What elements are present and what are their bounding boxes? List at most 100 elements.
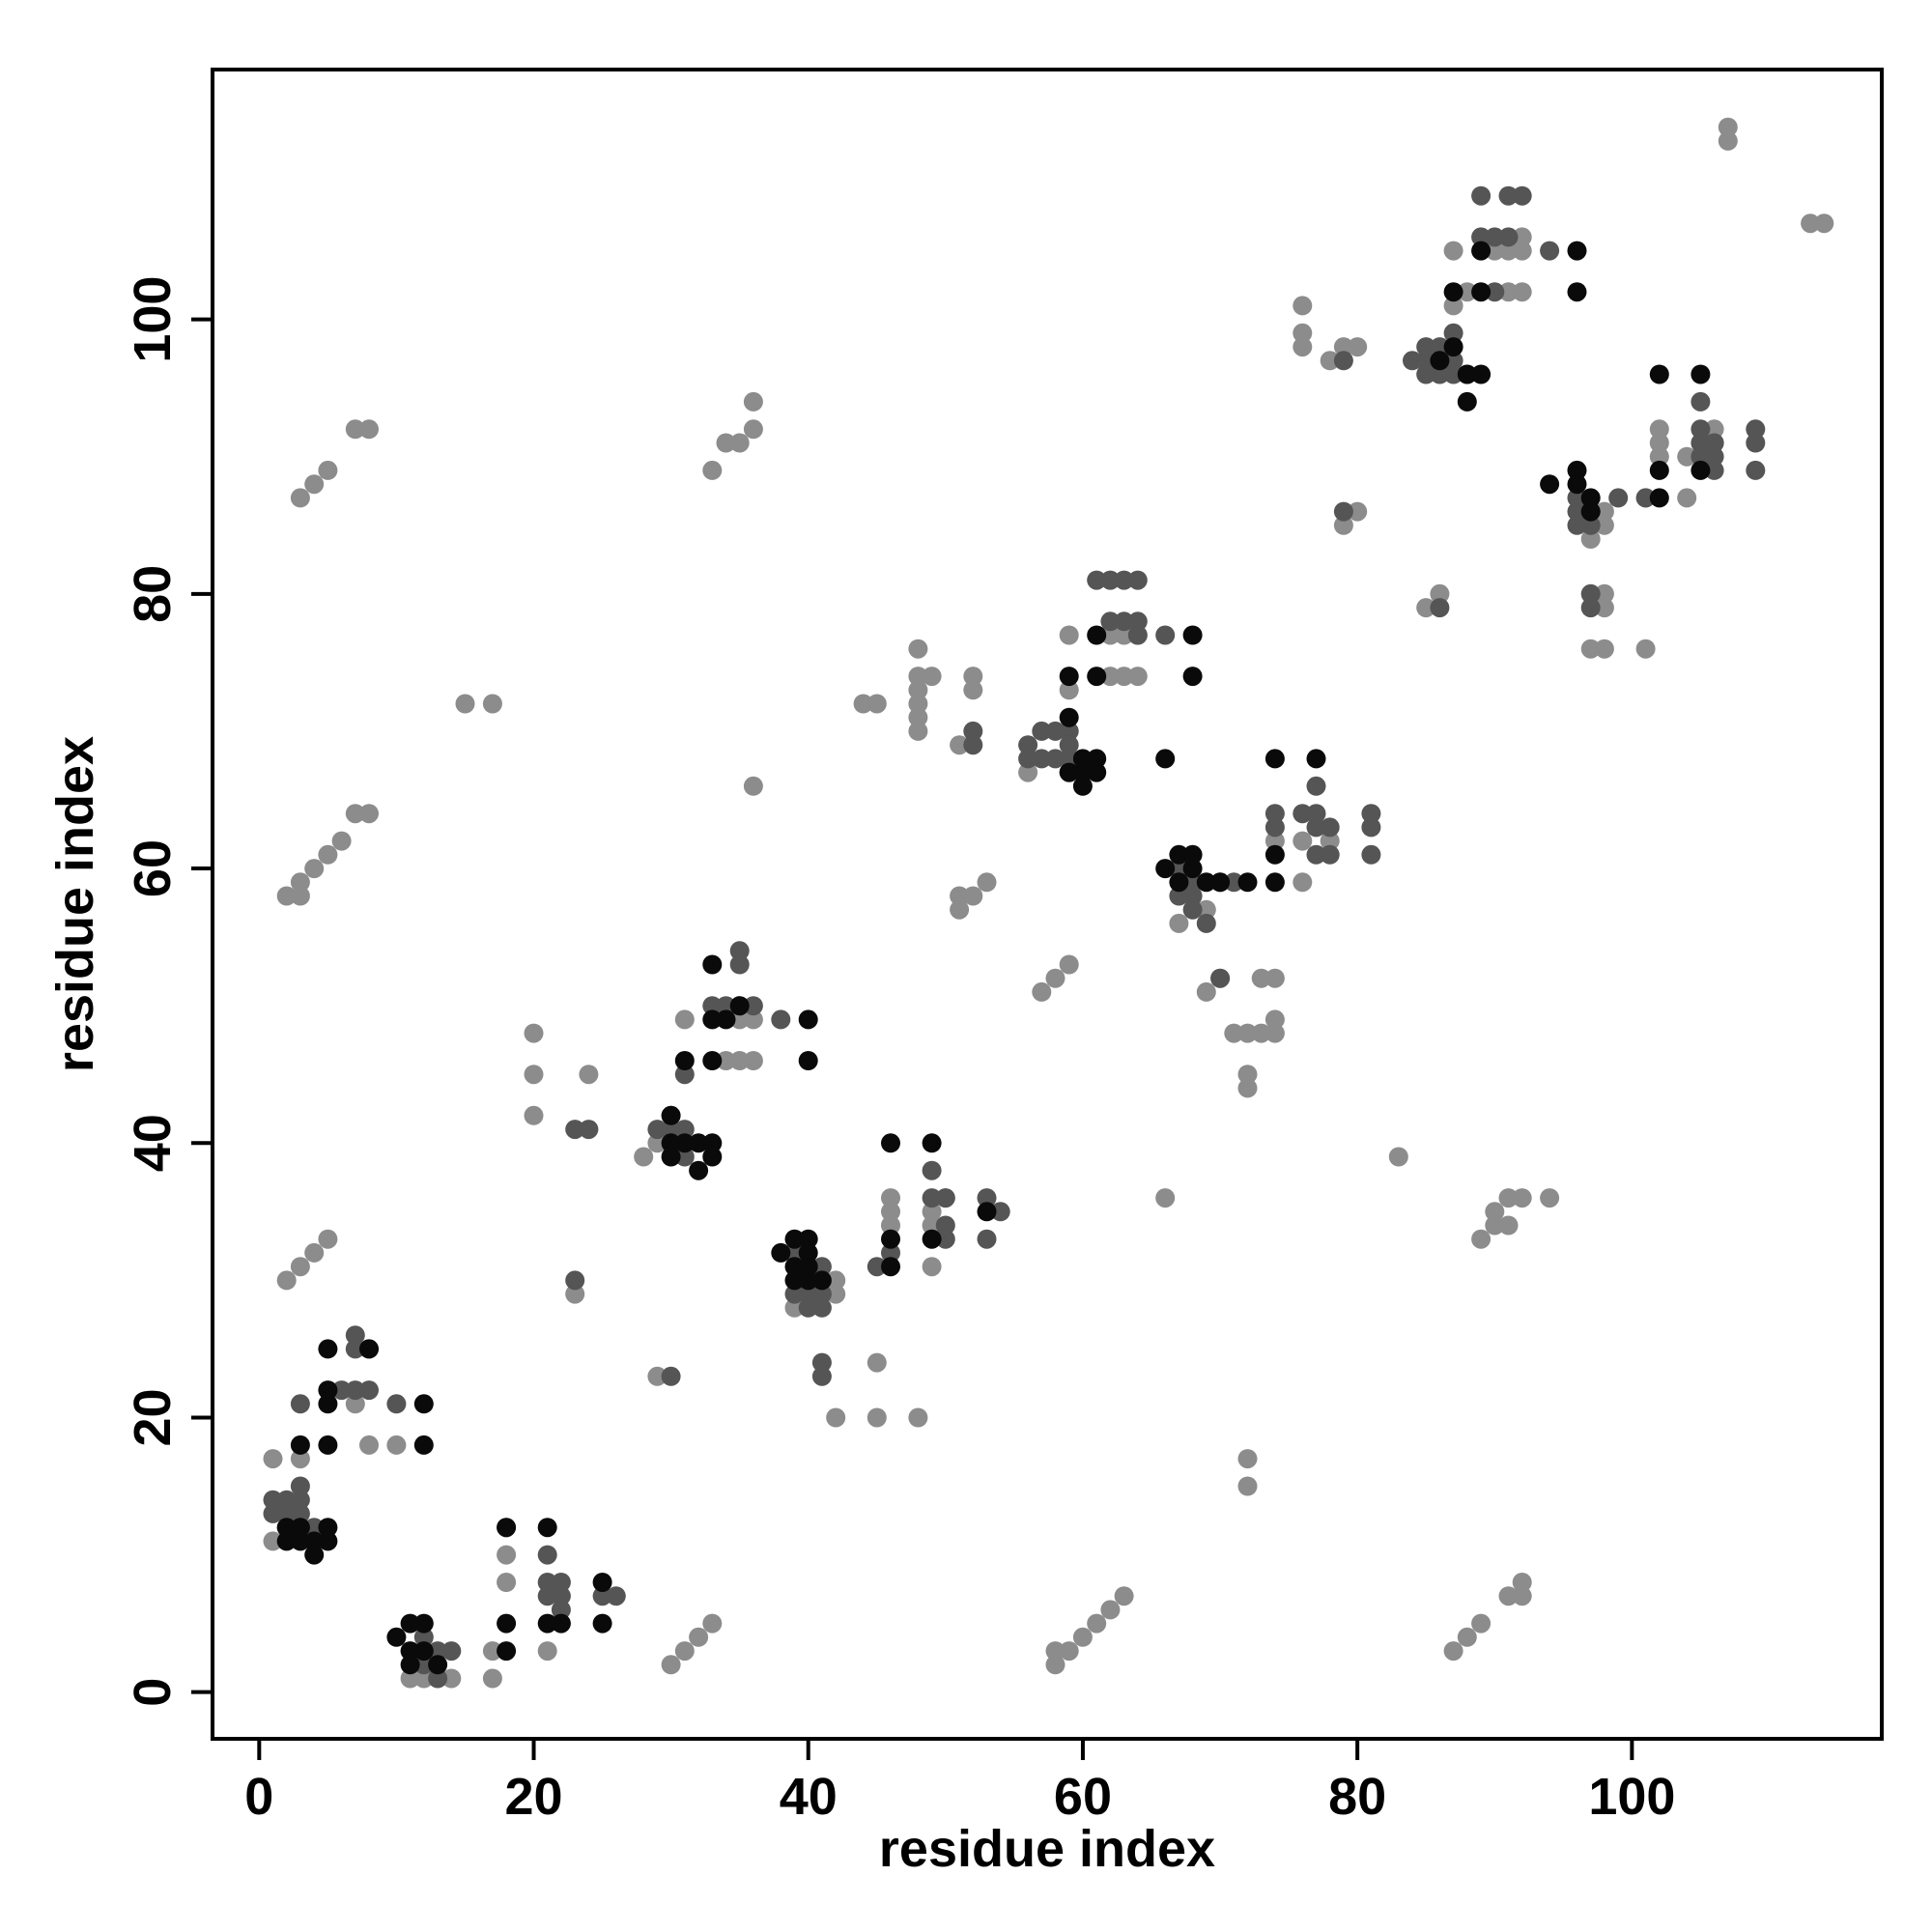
data-point-light [1512,1573,1532,1592]
data-point-medium [1430,364,1450,384]
data-point-medium [551,1586,571,1606]
data-point-medium [811,1366,832,1386]
data-point-medium [441,1641,462,1662]
data-point-light [1718,130,1738,151]
data-point-light [1045,1655,1065,1675]
data-point-dark [784,1229,805,1249]
data-point-light [1237,1449,1258,1469]
data-point-dark [1567,282,1587,302]
data-point-light [1443,296,1463,316]
data-point-light [1155,1188,1176,1208]
data-point-medium [1127,570,1148,590]
data-point-medium [1059,735,1079,755]
data-point-light [1059,954,1079,975]
data-point-medium [1567,488,1587,508]
data-point-dark [716,1009,736,1030]
data-point-light [1264,831,1285,851]
data-point-light [743,419,763,440]
data-point-light [345,804,365,824]
data-point-medium [935,1229,955,1249]
data-point-light [963,667,983,687]
data-point-dark [276,1531,297,1551]
data-point-dark [497,1518,517,1538]
data-point-light [1580,639,1601,659]
data-point-medium [1361,844,1381,865]
data-point-light [1457,1627,1477,1647]
data-point-dark [290,1435,310,1455]
data-point-dark [400,1613,420,1634]
data-point-dark [551,1613,571,1634]
data-point-light [318,844,338,865]
data-point-medium [661,1366,681,1386]
data-point-medium [811,1284,832,1304]
data-point-light [318,1229,338,1249]
data-point-dark [1690,364,1711,384]
data-point-light [1114,1586,1134,1606]
data-point-medium [784,1242,805,1263]
data-point-light [1498,1215,1519,1236]
data-point-light [647,1366,668,1386]
data-point-dark [413,1394,434,1414]
data-point-dark [798,1257,818,1277]
data-point-dark [1264,844,1285,865]
data-point-light [1540,1188,1560,1208]
y-axis-title: residue index [46,736,104,1072]
data-point-light [1594,515,1614,535]
data-point-medium [1361,817,1381,838]
data-point-light [826,1284,846,1304]
data-point-dark [702,1009,723,1030]
data-point-medium [977,1229,997,1249]
data-point-dark [304,1545,325,1565]
data-point-medium [771,1009,791,1030]
data-point-medium [977,1188,997,1208]
data-point-light [1224,1023,1244,1043]
data-point-light [1100,1600,1121,1620]
data-point-dark [413,1435,434,1455]
data-point-dark [1087,749,1107,769]
data-point-dark [1457,364,1477,384]
data-point-medium [1100,611,1121,632]
data-point-medium [1059,721,1079,741]
data-point-light [1471,1613,1492,1634]
data-point-dark [537,1518,557,1538]
data-point-light [1237,1065,1258,1085]
data-point-light [1814,213,1834,234]
data-point-medium [1224,872,1244,893]
data-point-medium [537,1573,557,1592]
data-point-light [1072,1627,1093,1647]
data-point-medium [1182,899,1203,920]
data-point-light [826,1407,846,1428]
data-point-dark [318,1394,338,1414]
data-point-medium [1032,721,1052,741]
data-point-medium [1333,351,1353,371]
data-point-light [784,1297,805,1318]
data-point-light [537,1641,557,1662]
data-point-light [647,1133,668,1153]
data-point-medium [1264,817,1285,838]
data-point-dark [1430,351,1450,371]
data-point-medium [1127,625,1148,645]
data-point-dark [661,1147,681,1167]
data-point-medium [990,1202,1010,1222]
data-point-light [867,694,887,714]
data-point-medium [1690,391,1711,412]
data-point-light [689,1627,709,1647]
data-point-medium [1114,570,1134,590]
data-point-light [922,667,942,687]
data-point-light [290,1257,310,1277]
data-point-medium [1333,501,1353,522]
data-point-medium [579,1120,599,1140]
data-point-dark [798,1242,818,1263]
data-point-light [1430,583,1450,604]
data-point-light [263,1449,283,1469]
data-point-dark [1580,501,1601,522]
data-point-medium [674,1065,695,1085]
data-point-light [1045,968,1065,988]
data-point-medium [1127,611,1148,632]
data-point-light [276,1270,297,1291]
data-point-dark [661,1133,681,1153]
data-point-medium [428,1668,448,1689]
data-point-light [497,1545,517,1565]
data-point-medium [1018,735,1038,755]
y-tick-label: 80 [124,565,182,623]
